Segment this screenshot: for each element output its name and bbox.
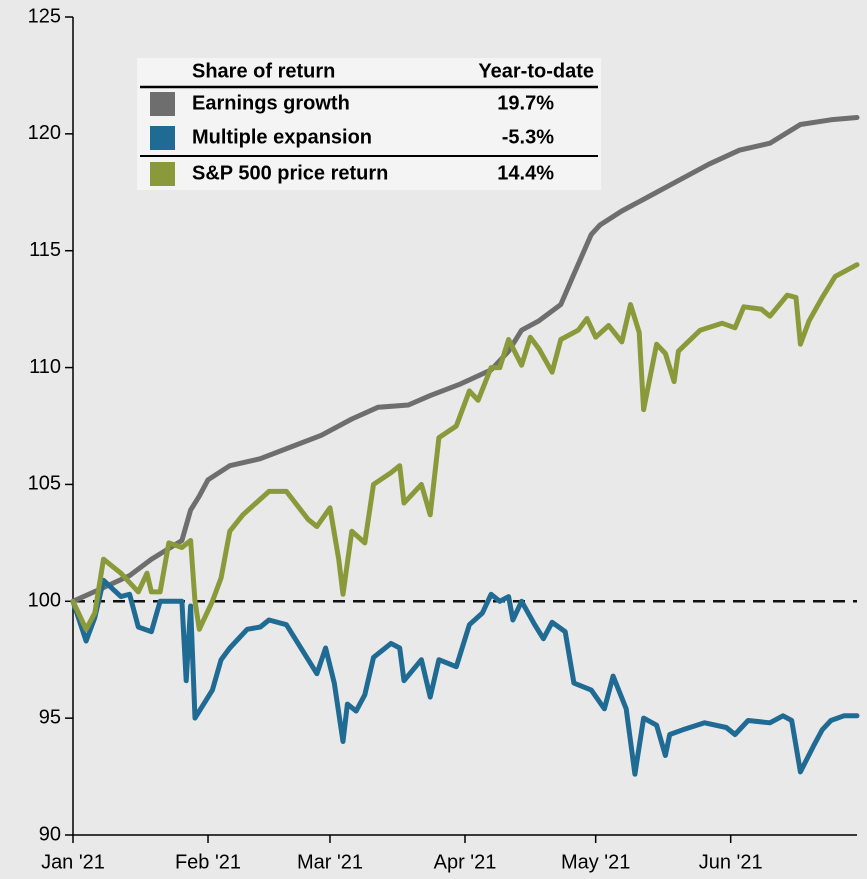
legend-swatch	[150, 162, 175, 186]
series-line	[70, 577, 860, 777]
legend-value: 19.7%	[497, 92, 554, 114]
x-tick-label: Mar '21	[297, 851, 363, 873]
legend-value: -5.3%	[502, 126, 554, 148]
x-tick-label: Jun '21	[699, 851, 763, 873]
legend-swatch	[150, 126, 175, 150]
y-tick-label: 110	[29, 356, 61, 378]
legend-header: Share of return	[192, 60, 335, 82]
y-tick-label: 90	[39, 823, 61, 845]
series-line	[70, 262, 860, 632]
legend: Share of return Year-to-date Earnings grow…	[137, 58, 601, 190]
legend-label: Earnings growth	[192, 92, 350, 114]
x-tick-label: Apr '21	[434, 851, 497, 873]
y-tick-label: 105	[28, 473, 61, 495]
legend-label: Multiple expansion	[192, 126, 372, 148]
x-tick-label: Jan '21	[41, 851, 105, 873]
legend-swatch	[150, 92, 175, 116]
legend-header: Year-to-date	[478, 60, 594, 82]
y-tick-label: 115	[29, 239, 61, 261]
y-tick-label: 95	[39, 706, 61, 728]
y-tick-label: 120	[28, 122, 61, 144]
y-tick-label: 100	[28, 590, 61, 612]
legend-label: S&P 500 price return	[192, 162, 388, 184]
y-tick-label: 125	[28, 5, 61, 27]
x-tick-label: May '21	[561, 851, 630, 873]
legend-background	[137, 58, 601, 190]
legend-value: 14.4%	[497, 162, 554, 184]
x-tick-label: Feb '21	[175, 851, 241, 873]
series-line	[70, 115, 860, 604]
